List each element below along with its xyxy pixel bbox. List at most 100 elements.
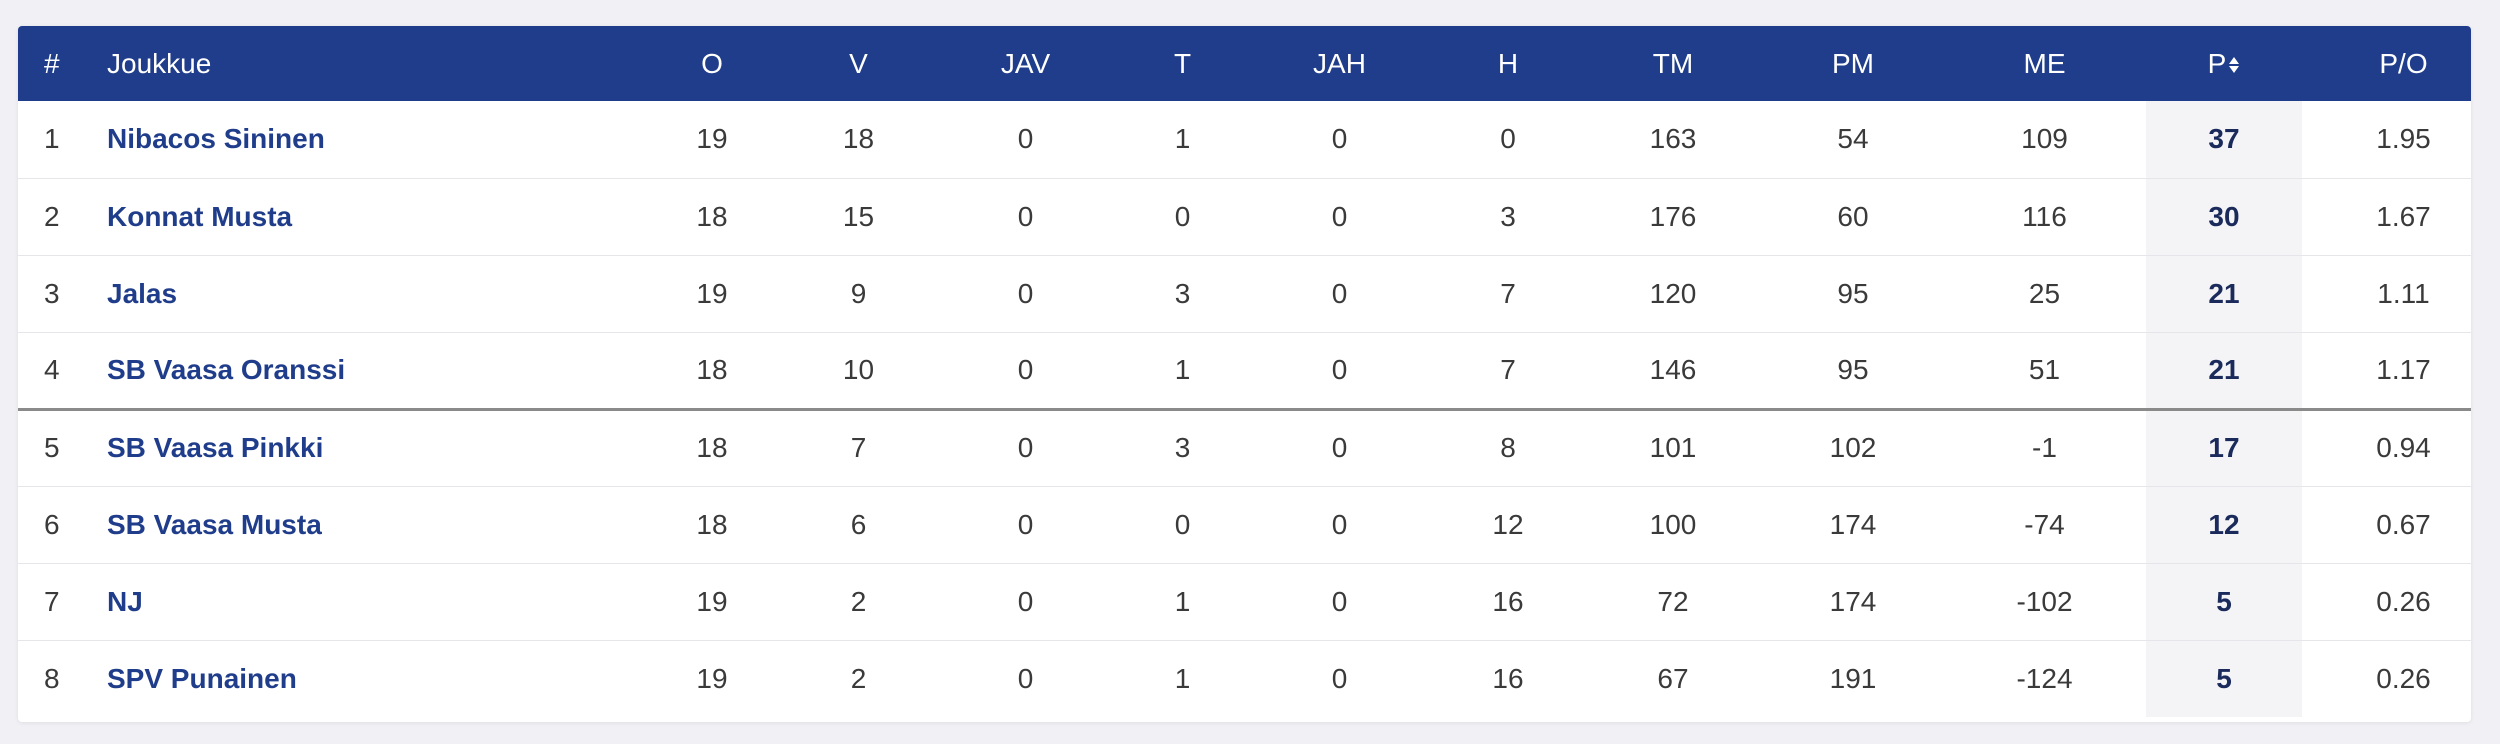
pm-cell: 60 (1763, 178, 1943, 256)
v-cell: 9 (785, 255, 932, 333)
header-me[interactable]: ME (2023, 47, 2066, 79)
tm-cell: 72 (1583, 563, 1763, 641)
v-cell: 18 (785, 101, 932, 179)
pm-cell: 191 (1829, 662, 1877, 694)
header-p-sort[interactable]: P (2146, 26, 2302, 101)
me-cell: 51 (1943, 332, 2146, 411)
jah-cell: 0 (1246, 101, 1433, 179)
tm-cell: 163 (1583, 101, 1763, 179)
me-cell: -102 (1943, 563, 2146, 641)
header-row: # Joukkue O V JAV T JAH H TM PM ME P P/O (18, 26, 2471, 101)
header-pm[interactable]: PM (1832, 47, 1874, 79)
rank-cell: 6 (18, 486, 107, 564)
me-cell: 25 (1943, 255, 2146, 333)
standings-table-container: # Joukkue O V JAV T JAH H TM PM ME P P/O… (18, 26, 2471, 722)
header-v[interactable]: V (849, 47, 868, 79)
rank-cell: 3 (18, 255, 107, 333)
o-cell: 19 (639, 563, 785, 641)
pm-cell: 102 (1763, 409, 1943, 487)
p-cell: 37 (2146, 101, 2302, 179)
pm-cell: 174 (1763, 563, 1943, 641)
team-cell: NJ (107, 563, 639, 641)
o-cell: 19 (639, 101, 785, 179)
team-cell: SB Vaasa Pinkki (107, 409, 639, 487)
jav-cell: 0 (932, 563, 1119, 641)
header-t[interactable]: T (1173, 47, 1192, 79)
jah-cell: 0 (1246, 486, 1433, 564)
h-cell: 16 (1433, 563, 1583, 641)
t-cell: 3 (1119, 255, 1246, 333)
jav-cell: 0 (932, 255, 1119, 333)
team-link[interactable]: Nibacos Sininen (107, 123, 325, 155)
rank-cell: 5 (18, 409, 107, 487)
me-cell: 109 (1943, 101, 2146, 179)
jah-cell: 0 (1246, 563, 1433, 641)
header-h[interactable]: H (1497, 47, 1519, 79)
header-tm[interactable]: TM (1652, 47, 1694, 79)
header-p: P (2207, 47, 2227, 79)
table-row: 6 SB Vaasa Musta 18 6 0 0 0 12 100 174 -74 12 0.67 (18, 486, 2471, 564)
tm-cell: 100 (1583, 486, 1763, 564)
h-cell: 3 (1433, 178, 1583, 256)
table-row: 8 SPV Punainen 19 2 0 1 0 16 67 191 -124 5 0.26 (18, 640, 2471, 717)
p-cell: 5 (2146, 563, 2302, 641)
h-cell: 7 (1433, 255, 1583, 333)
v-cell: 7 (785, 409, 932, 487)
table-row: 4 SB Vaasa Oranssi 18 10 0 1 0 7 146 95 51 21 1.17 (18, 332, 2471, 411)
po-cell: 1.67 (2302, 178, 2471, 256)
t-cell: 1 (1119, 563, 1246, 641)
me-cell: -124 (2016, 662, 2073, 694)
team-link[interactable]: NJ (107, 585, 143, 617)
table-row: 2 Konnat Musta 18 15 0 0 0 3 176 60 116 30 1.67 (18, 178, 2471, 256)
h-cell: 0 (1433, 101, 1583, 179)
rank-cell: 8 (44, 662, 60, 694)
po-cell: 1.17 (2302, 332, 2471, 411)
o-cell: 18 (639, 332, 785, 411)
h-cell: 12 (1433, 486, 1583, 564)
me-cell: -1 (1943, 409, 2146, 487)
team-link[interactable]: SB Vaasa Pinkki (107, 432, 324, 463)
o-cell: 19 (639, 255, 785, 333)
tm-cell: 176 (1583, 178, 1763, 256)
p-cell: 21 (2146, 332, 2302, 411)
po-cell: 1.95 (2302, 101, 2471, 179)
jav-cell: 0 (932, 178, 1119, 256)
team-link[interactable]: Jalas (107, 277, 178, 309)
p-cell: 5 (2146, 640, 2302, 717)
header-po[interactable]: P/O (2379, 47, 2428, 79)
me-cell: -74 (1943, 486, 2146, 564)
header-rank: # (44, 47, 60, 79)
table-row: 5 SB Vaasa Pinkki 18 7 0 3 0 8 101 102 -1 17 0.94 (18, 409, 2471, 487)
rank-cell: 1 (18, 101, 107, 179)
tm-cell: 120 (1583, 255, 1763, 333)
p-cell: 30 (2146, 178, 2302, 256)
pm-cell: 95 (1763, 332, 1943, 411)
table-row: 7 NJ 19 2 0 1 0 16 72 174 -102 5 0.26 (18, 563, 2471, 641)
header-o[interactable]: O (701, 47, 723, 79)
h-cell: 7 (1433, 332, 1583, 411)
header-jah[interactable]: JAH (1313, 47, 1366, 79)
header-jav[interactable]: JAV (1000, 47, 1051, 79)
jav-cell: 0 (932, 486, 1119, 564)
team-link[interactable]: SPV Punainen (107, 662, 297, 694)
team-link[interactable]: Konnat Musta (107, 200, 293, 232)
jav-cell: 0 (932, 101, 1119, 179)
rank-cell: 4 (18, 332, 107, 411)
po-cell: 0.67 (2302, 486, 2471, 564)
team-cell: Nibacos Sininen (107, 101, 639, 179)
v-cell: 2 (785, 563, 932, 641)
jah-cell: 0 (1246, 255, 1433, 333)
h-cell: 16 (1492, 662, 1524, 694)
po-cell: 0.26 (2376, 662, 2431, 694)
po-cell: 1.11 (2302, 255, 2471, 333)
team-link[interactable]: SB Vaasa Oranssi (107, 354, 346, 385)
p-cell: 21 (2146, 255, 2302, 333)
pm-cell: 174 (1763, 486, 1943, 564)
jav-cell: 0 (932, 409, 1119, 487)
team-cell: SB Vaasa Oranssi (107, 332, 639, 411)
t-cell: 0 (1119, 486, 1246, 564)
pm-cell: 54 (1763, 101, 1943, 179)
jav-cell: 0 (932, 332, 1119, 411)
rank-cell: 7 (18, 563, 107, 641)
team-link[interactable]: SB Vaasa Musta (107, 508, 322, 540)
